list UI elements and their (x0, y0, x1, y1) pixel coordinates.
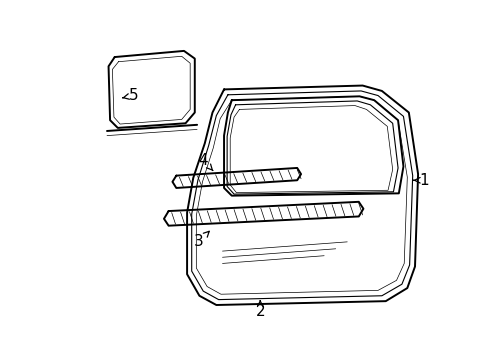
Text: 5: 5 (122, 88, 138, 103)
Text: 2: 2 (255, 301, 264, 319)
Text: 4: 4 (198, 153, 212, 171)
Text: 3: 3 (193, 231, 209, 249)
Text: 1: 1 (413, 173, 428, 188)
